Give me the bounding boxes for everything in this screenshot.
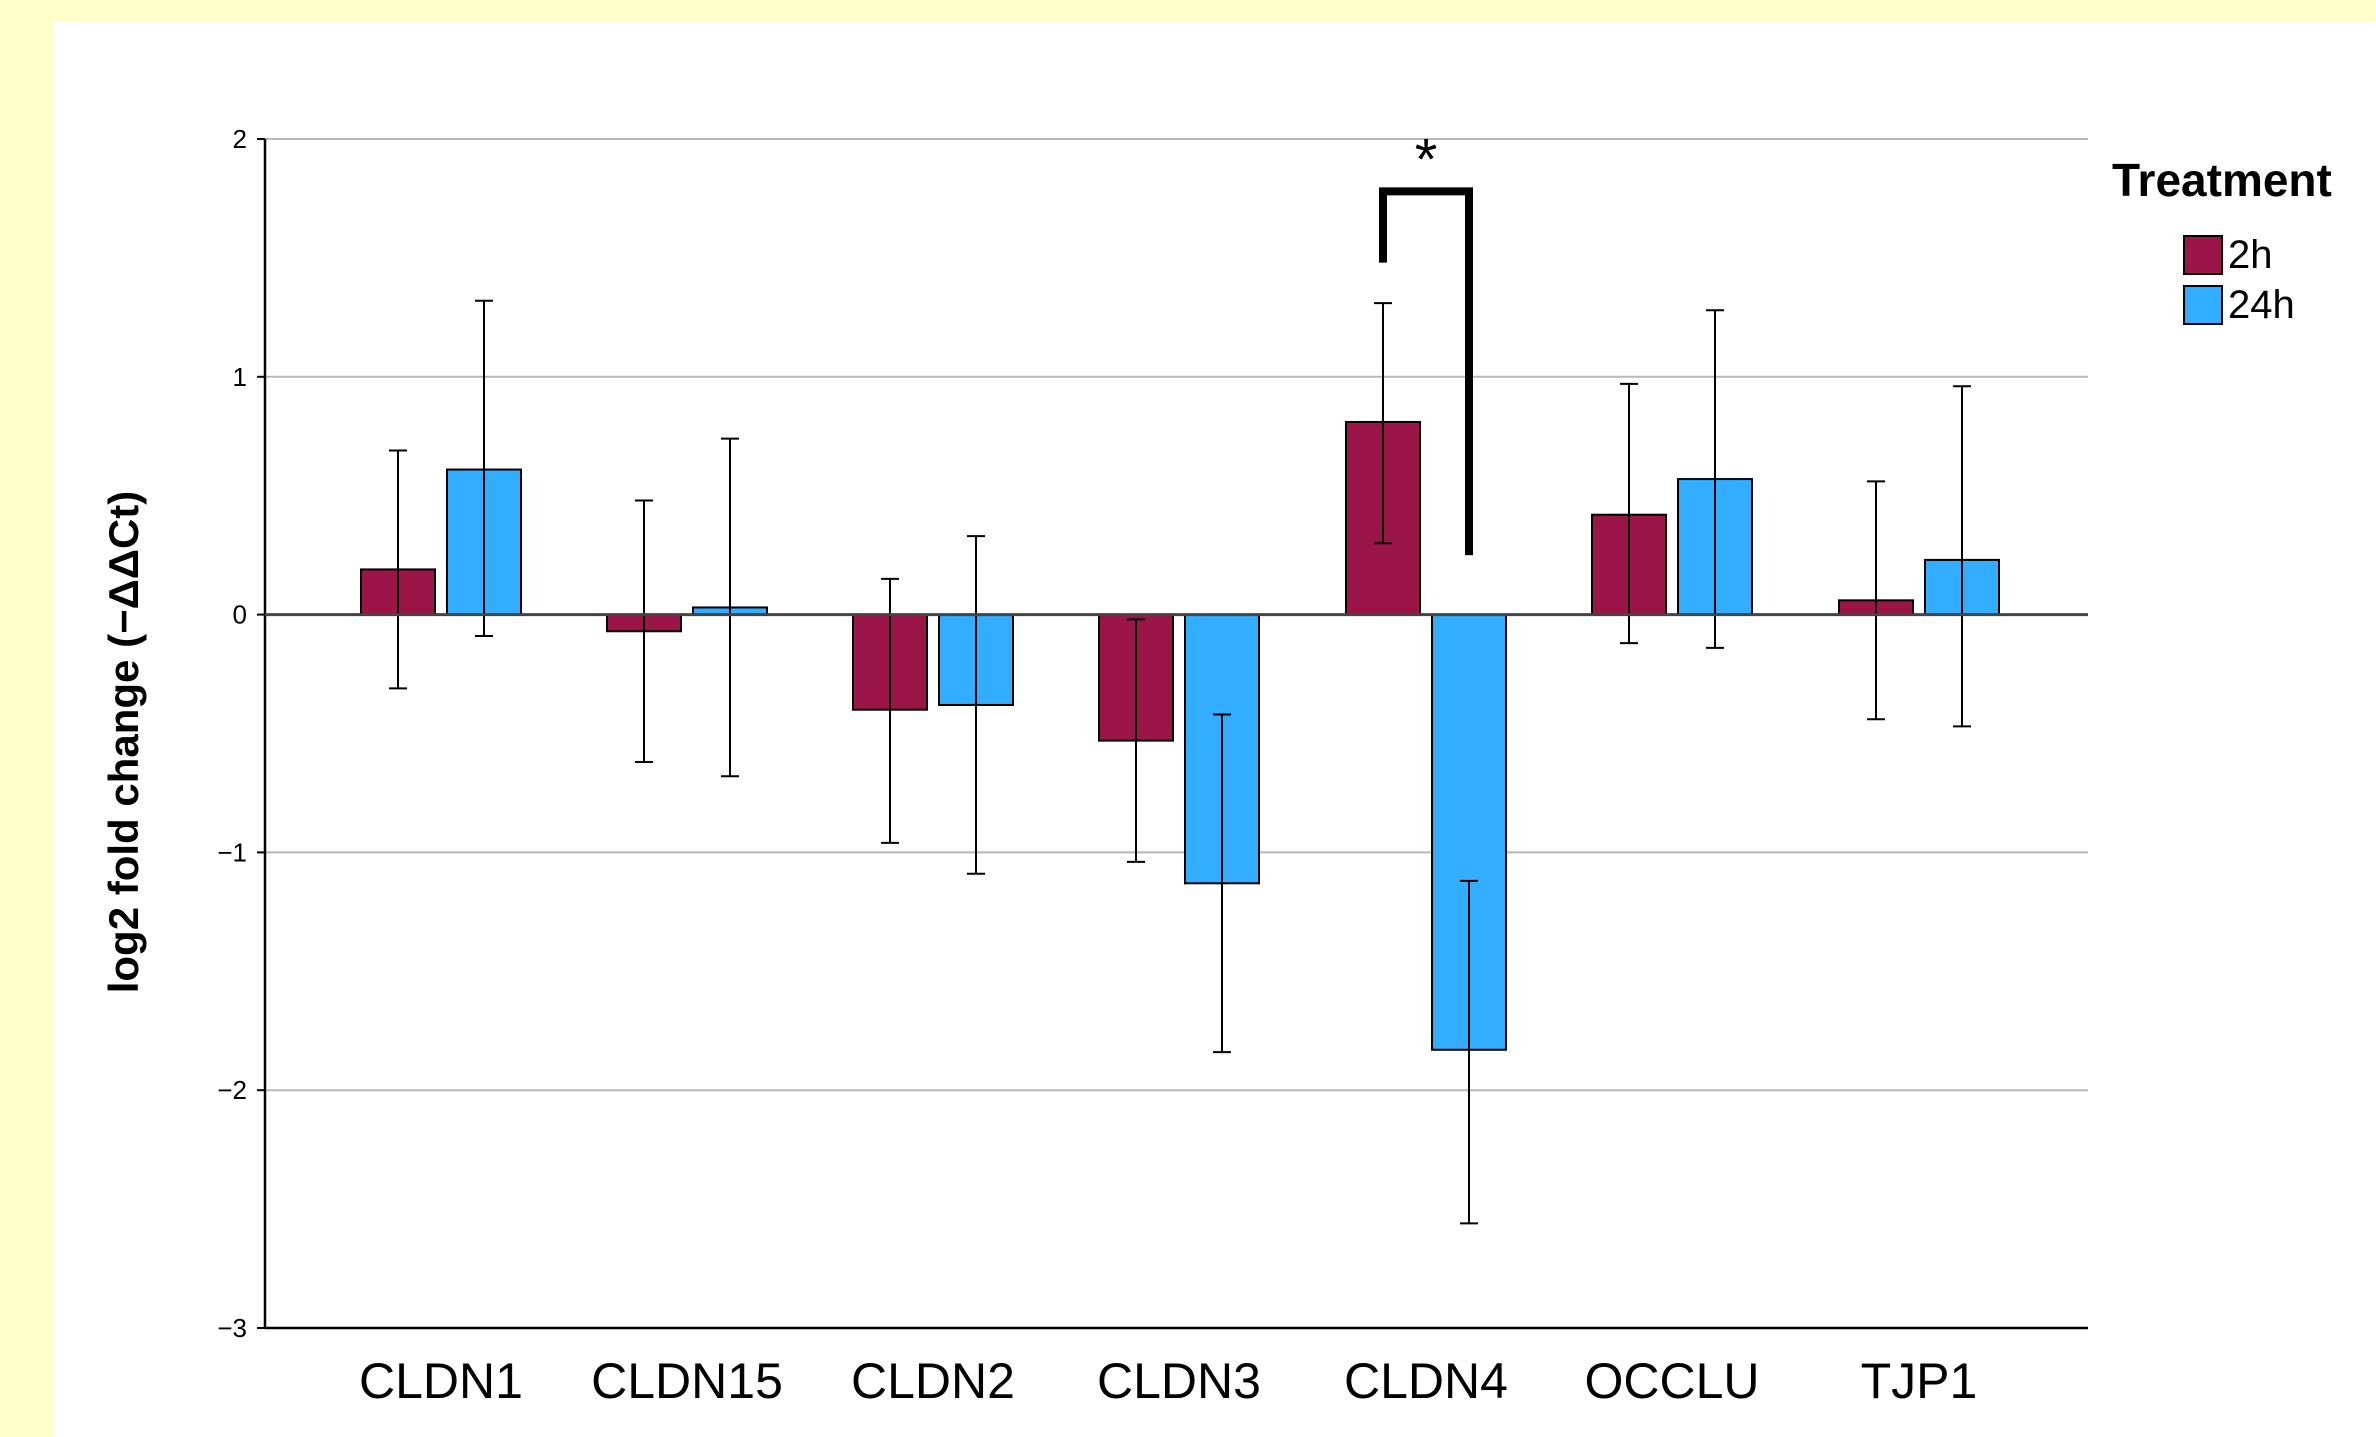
y-tick-label: −3 <box>217 1313 247 1343</box>
legend-entry-24h: 24h <box>2228 283 2295 327</box>
y-tick-label: 0 <box>233 600 247 630</box>
y-tick-labels: 2 1 0 −1 −2 −3 <box>217 124 247 1343</box>
significance-marker: * <box>1415 127 1438 192</box>
legend-swatch-2h <box>2183 235 2223 275</box>
grid-lines <box>265 138 2088 1092</box>
y-tick-label: 2 <box>233 124 247 154</box>
bars <box>360 420 2000 1051</box>
y-tick-label: −2 <box>217 1075 247 1105</box>
legend-swatch-24h <box>2183 285 2223 325</box>
x-tick-label: CLDN1 <box>359 1353 523 1409</box>
chart-frame: 2 1 0 −1 −2 −3 CLDN1 CLDN15 CLDN2 CLDN3 CLDN4 OCCL… <box>53 22 2376 1437</box>
significance-annotation: * <box>1379 127 1473 556</box>
x-tick-label: CLDN4 <box>1344 1353 1508 1409</box>
x-tick-label: OCCLU <box>1584 1353 1759 1409</box>
significance-bracket <box>1379 187 1473 556</box>
bar-chart: 2 1 0 −1 −2 −3 CLDN1 CLDN15 CLDN2 CLDN3 CLDN4 OCCL… <box>100 124 2332 1409</box>
y-tick-label: 1 <box>233 362 247 392</box>
x-tick-label: CLDN15 <box>591 1353 783 1409</box>
x-tick-label: CLDN2 <box>851 1353 1015 1409</box>
legend-title: Treatment <box>2112 154 2332 206</box>
axes <box>257 138 2088 1330</box>
x-tick-label: TJP1 <box>1861 1353 1978 1409</box>
y-tick-label: −1 <box>217 837 247 867</box>
x-tick-labels: CLDN1 CLDN15 CLDN2 CLDN3 CLDN4 OCCLU TJP1 <box>359 1353 1977 1409</box>
error-bars <box>389 299 1971 1225</box>
legend-entry-2h: 2h <box>2228 233 2273 277</box>
y-axis-label: log2 fold change (−ΔΔCt) <box>100 491 147 994</box>
legend: Treatment 2h 24h <box>2112 154 2332 327</box>
x-tick-label: CLDN3 <box>1097 1353 1261 1409</box>
